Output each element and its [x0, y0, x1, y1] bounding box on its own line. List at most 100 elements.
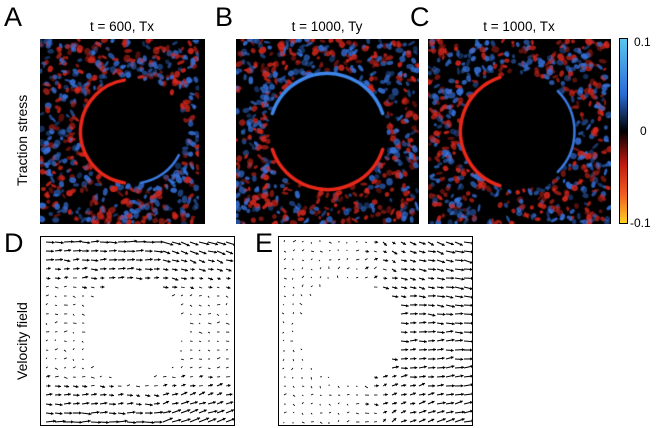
velocity-arrow — [391, 295, 399, 299]
velocity-arrow — [327, 376, 330, 379]
velocity-arrow — [427, 303, 435, 307]
velocity-arrow — [300, 294, 303, 297]
velocity-arrow — [81, 304, 85, 307]
velocity-arrow — [198, 259, 206, 264]
velocity-arrow — [445, 250, 456, 254]
velocity-arrow — [207, 277, 214, 281]
velocity-arrow — [427, 375, 435, 379]
velocity-arrow — [63, 401, 72, 405]
velocity-arrow — [72, 331, 75, 334]
velocity-arrow — [400, 277, 408, 281]
velocity-arrow — [463, 321, 473, 325]
velocity-arrow — [72, 249, 82, 253]
velocity-arrow — [409, 392, 417, 396]
velocity-arrow — [144, 420, 155, 425]
velocity-arrow — [463, 286, 473, 291]
velocity-arrow — [373, 275, 378, 279]
velocity-arrow — [108, 376, 112, 379]
velocity-arrow — [216, 250, 226, 256]
velocity-arrow — [454, 357, 464, 361]
velocity-arrow — [180, 294, 184, 297]
velocity-arrow — [301, 275, 305, 279]
velocity-arrow — [445, 356, 454, 360]
velocity-arrow — [400, 340, 410, 344]
velocity-arrow — [283, 239, 285, 243]
velocity-arrow — [427, 267, 436, 271]
velocity-arrow — [126, 276, 134, 280]
velocity-arrow — [45, 249, 54, 253]
velocity-arrow — [283, 286, 286, 288]
velocity-arrow — [301, 240, 304, 243]
velocity-arrow — [189, 286, 195, 290]
velocity-arrow — [72, 420, 83, 424]
velocity-arrow — [337, 266, 341, 270]
velocity-arrow — [400, 241, 407, 246]
velocity-arrow — [180, 409, 191, 414]
velocity-arrow — [81, 241, 91, 245]
velocity-arrow — [162, 241, 174, 246]
velocity-arrow — [418, 303, 427, 307]
velocity-arrow — [45, 285, 49, 288]
velocity-arrow — [463, 276, 473, 280]
velocity-arrow — [189, 294, 193, 297]
velocity-arrow — [63, 349, 67, 352]
velocity-arrow — [409, 410, 417, 414]
velocity-arrow — [45, 240, 55, 244]
velocity-arrow — [328, 241, 332, 244]
velocity-arrow — [126, 239, 138, 243]
velocity-arrow — [427, 384, 436, 388]
velocity-arrow — [207, 331, 211, 334]
velocity-arrow — [144, 403, 153, 407]
velocity-arrow — [464, 348, 473, 352]
velocity-arrow — [301, 249, 305, 252]
velocity-arrow — [198, 417, 210, 423]
velocity-arrow — [310, 285, 313, 288]
velocity-arrow — [198, 375, 204, 378]
velocity-arrow — [135, 240, 147, 244]
velocity-arrow — [54, 393, 62, 397]
velocity-arrow — [180, 250, 189, 255]
velocity-arrow — [162, 267, 169, 272]
velocity-arrow — [427, 357, 436, 361]
velocity-arrow — [409, 303, 418, 307]
velocity-arrow — [189, 384, 196, 388]
velocity-arrow — [45, 374, 51, 378]
velocity-arrow — [90, 268, 99, 272]
velocity-arrow — [126, 266, 135, 270]
velocity-arrow — [108, 241, 118, 245]
velocity-arrow — [427, 366, 436, 370]
velocity-arrow — [391, 374, 397, 378]
velocity-arrow — [346, 403, 349, 406]
velocity-arrow — [400, 419, 407, 423]
velocity-arrow — [373, 384, 379, 388]
velocity-arrow — [364, 258, 368, 261]
velocity-arrow — [144, 411, 153, 415]
velocity-arrow — [45, 384, 51, 388]
traction-map-c — [428, 39, 611, 224]
velocity-arrow — [310, 268, 313, 271]
velocity-arrow — [463, 409, 473, 414]
velocity-arrow — [198, 366, 202, 369]
velocity-arrow — [54, 375, 59, 378]
velocity-arrow — [436, 374, 446, 379]
velocity-arrow — [418, 400, 426, 405]
velocity-arrow — [54, 321, 58, 324]
velocity-arrow — [81, 412, 92, 416]
velocity-arrow — [225, 384, 231, 388]
velocity-arrow — [409, 419, 417, 423]
velocity-arrow — [90, 276, 98, 280]
velocity-arrow — [436, 383, 444, 387]
velocity-arrow — [283, 258, 286, 261]
velocity-arrow — [463, 330, 473, 334]
velocity-arrow — [162, 259, 171, 263]
velocity-arrow — [225, 409, 235, 414]
velocity-arrow — [319, 267, 322, 270]
velocity-frame — [40, 236, 235, 426]
velocity-arrow — [382, 286, 390, 290]
velocity-arrow — [216, 366, 221, 369]
velocity-arrow — [162, 417, 173, 423]
velocity-arrow — [135, 402, 142, 406]
velocity-arrow — [216, 241, 227, 246]
velocity-arrow — [207, 418, 217, 423]
velocity-arrow — [72, 313, 75, 316]
